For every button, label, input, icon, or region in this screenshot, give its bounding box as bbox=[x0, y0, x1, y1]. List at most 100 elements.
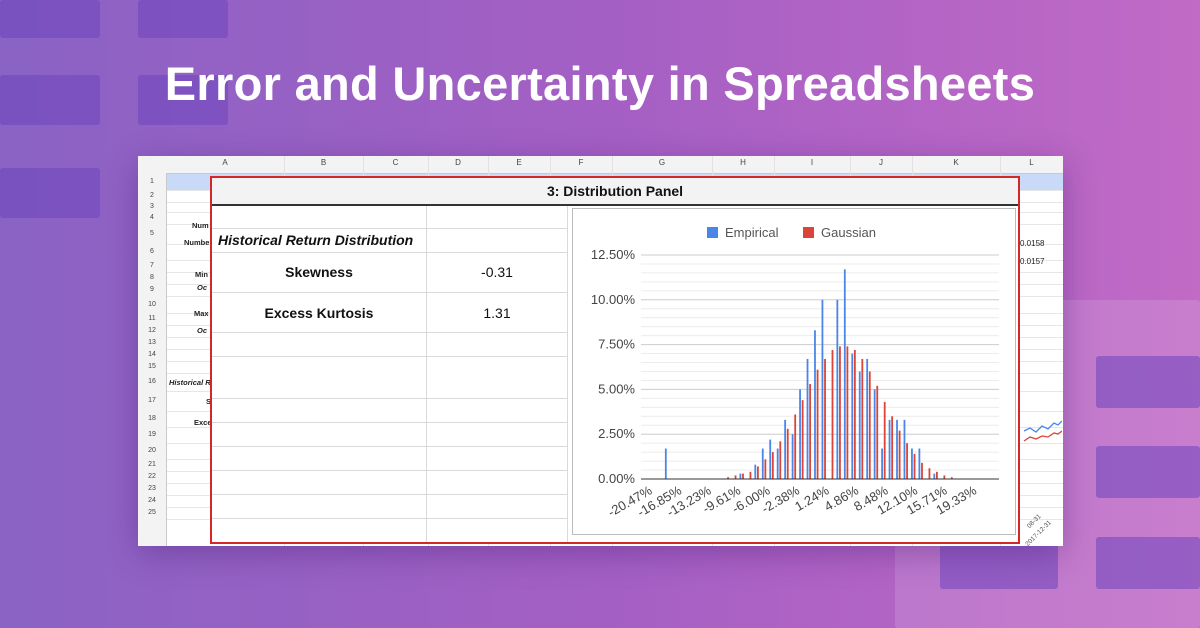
bar-gaussian bbox=[727, 477, 729, 479]
bar-empirical bbox=[761, 448, 764, 479]
column-header-c[interactable]: C bbox=[392, 158, 399, 167]
column-header-bar: A B C D E F G H I J K L bbox=[138, 156, 1063, 174]
row-header-25[interactable]: 25 bbox=[148, 509, 156, 516]
bar-gaussian bbox=[950, 477, 953, 479]
sheet-cell[interactable]: Num bbox=[192, 221, 209, 230]
bar-gaussian bbox=[891, 416, 894, 479]
row-header-13[interactable]: 13 bbox=[148, 339, 156, 346]
y-tick-label: 12.50% bbox=[591, 247, 636, 262]
column-header-d[interactable]: D bbox=[455, 158, 461, 167]
page-title: Error and Uncertainty in Spreadsheets bbox=[164, 57, 1036, 110]
row-header-22[interactable]: 22 bbox=[148, 473, 156, 480]
row-header-18[interactable]: 18 bbox=[148, 415, 156, 422]
sheet-cell[interactable]: Max bbox=[194, 309, 209, 318]
bar-gaussian bbox=[883, 401, 886, 479]
bar-gaussian bbox=[779, 441, 782, 479]
bar-gaussian bbox=[846, 346, 849, 479]
sheet-cell[interactable]: S bbox=[206, 397, 212, 406]
bar-gaussian bbox=[749, 471, 752, 479]
column-header-f[interactable]: F bbox=[578, 158, 584, 167]
column-header-l[interactable]: L bbox=[1029, 158, 1034, 167]
row-header-17[interactable]: 17 bbox=[148, 397, 156, 404]
sheet-cell[interactable]: Oc bbox=[197, 283, 208, 292]
bar-empirical bbox=[858, 371, 861, 479]
column-header-i[interactable]: I bbox=[810, 158, 814, 167]
row-header-7[interactable]: 7 bbox=[150, 262, 154, 269]
row-header-19[interactable]: 19 bbox=[148, 431, 156, 438]
bar-gaussian bbox=[816, 369, 819, 479]
skewness-value: -0.31 bbox=[481, 264, 513, 280]
distribution-panel: 3: Distribution Panel Historical Return … bbox=[210, 176, 1020, 544]
row-header-3[interactable]: 3 bbox=[150, 203, 154, 210]
row-header-24[interactable]: 24 bbox=[148, 497, 156, 504]
bar-empirical bbox=[873, 389, 876, 479]
sheet-cell[interactable]: Exce bbox=[194, 418, 212, 427]
bar-empirical bbox=[799, 389, 801, 479]
row-header-16[interactable]: 16 bbox=[148, 378, 156, 385]
bar-empirical bbox=[933, 473, 936, 479]
row-header-4[interactable]: 4 bbox=[150, 214, 154, 221]
row-header-bar: 1 2 3 4 5 6 7 8 9 10 11 12 13 14 15 16 17 18 19 20 21 22 23 24 2… bbox=[138, 173, 167, 546]
row-header-20[interactable]: 20 bbox=[148, 447, 156, 454]
row-header-11[interactable]: 11 bbox=[148, 315, 156, 322]
bar-gaussian bbox=[831, 349, 834, 479]
bar-empirical bbox=[791, 434, 794, 479]
y-tick-label: 5.00% bbox=[598, 381, 635, 396]
row-header-5[interactable]: 5 bbox=[150, 230, 154, 237]
column-header-a[interactable]: A bbox=[222, 158, 228, 167]
bar-empirical bbox=[739, 473, 742, 479]
row-header-10[interactable]: 10 bbox=[148, 300, 156, 308]
bar-empirical bbox=[866, 358, 869, 479]
column-header-h[interactable]: H bbox=[740, 158, 746, 167]
bar-gaussian bbox=[913, 453, 916, 479]
bar-empirical bbox=[881, 448, 883, 479]
row-header-6[interactable]: 6 bbox=[150, 248, 154, 255]
bar-empirical bbox=[911, 448, 913, 479]
bar-empirical bbox=[776, 448, 779, 479]
legend-swatch-gaussian bbox=[803, 227, 814, 238]
bar-gaussian bbox=[801, 400, 804, 479]
distribution-chart: 0.00% 2.50% 5.00% 7.50% 10.00% 12.50% -20.47% -… bbox=[572, 208, 1016, 535]
bar-gaussian bbox=[943, 475, 946, 479]
sheet-cell[interactable]: 0.0157 bbox=[1020, 257, 1045, 266]
background-line-chart bbox=[1023, 420, 1062, 442]
row-header-15[interactable]: 15 bbox=[148, 363, 156, 370]
section-title: Historical Return Distribution bbox=[218, 232, 414, 248]
y-tick-label: 7.50% bbox=[598, 337, 635, 352]
bar-gaussian bbox=[824, 358, 826, 479]
bar-empirical bbox=[903, 419, 906, 479]
bar-gaussian bbox=[898, 430, 901, 479]
y-tick-label: 10.00% bbox=[591, 292, 636, 307]
sheet-cell[interactable]: Historical R bbox=[169, 378, 211, 387]
sheet-cell[interactable]: Oc bbox=[197, 326, 208, 335]
column-header-j[interactable]: J bbox=[879, 158, 883, 167]
bar-empirical bbox=[843, 269, 846, 479]
bar-gaussian bbox=[876, 385, 879, 479]
bar-gaussian bbox=[936, 471, 938, 479]
excess-kurtosis-label: Excess Kurtosis bbox=[264, 305, 374, 321]
bar-empirical bbox=[754, 464, 757, 479]
sheet-cell[interactable]: Min bbox=[195, 270, 208, 279]
row-header-14[interactable]: 14 bbox=[148, 351, 156, 358]
row-header-12[interactable]: 12 bbox=[148, 327, 156, 334]
row-header-2[interactable]: 2 bbox=[150, 192, 154, 199]
row-header-8[interactable]: 8 bbox=[150, 274, 154, 281]
column-header-g[interactable]: G bbox=[658, 158, 666, 167]
bar-gaussian bbox=[742, 473, 744, 479]
row-header-21[interactable]: 21 bbox=[148, 461, 156, 468]
sheet-cell[interactable]: 0.0158 bbox=[1020, 239, 1045, 248]
skewness-label: Skewness bbox=[285, 264, 353, 280]
bar-empirical bbox=[851, 353, 854, 479]
column-header-e[interactable]: E bbox=[516, 158, 522, 167]
column-header-k[interactable]: K bbox=[953, 158, 959, 167]
bar-gaussian bbox=[809, 384, 812, 479]
bar-empirical bbox=[784, 419, 787, 479]
row-header-23[interactable]: 23 bbox=[148, 485, 156, 492]
row-header-1[interactable]: 1 bbox=[150, 177, 154, 185]
bar-empirical bbox=[814, 330, 816, 479]
bar-empirical bbox=[806, 358, 809, 479]
panel-title: 3: Distribution Panel bbox=[212, 178, 1018, 206]
sheet-cell[interactable]: Numbe bbox=[184, 238, 210, 247]
row-header-9[interactable]: 9 bbox=[150, 286, 154, 293]
column-header-b[interactable]: B bbox=[320, 158, 327, 167]
